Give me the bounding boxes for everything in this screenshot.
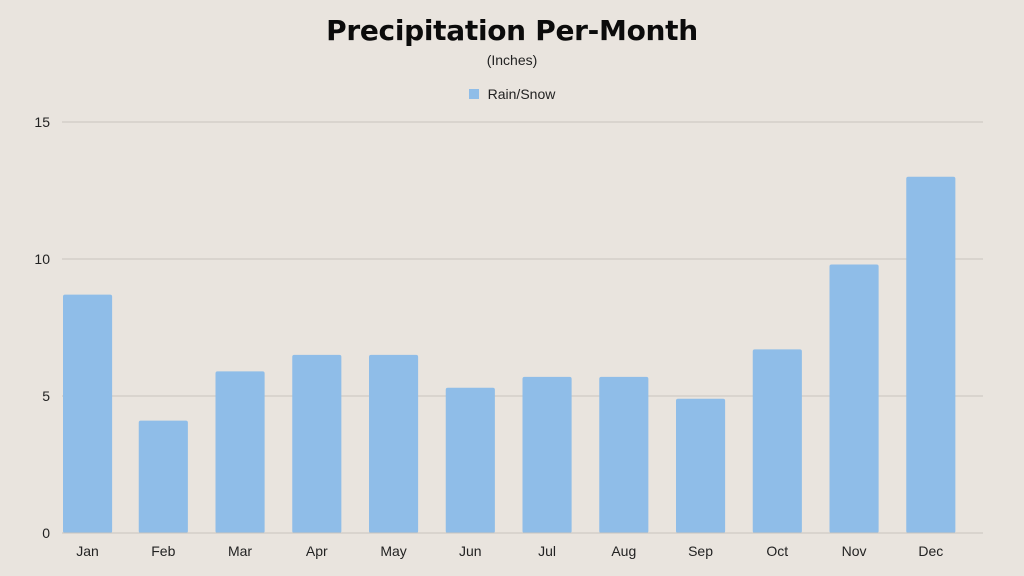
- bar-mar: [215, 371, 265, 533]
- bar-nov: [829, 264, 879, 533]
- y-tick-label: 10: [34, 251, 50, 267]
- x-tick-label: Aug: [611, 543, 636, 559]
- bar-oct: [752, 349, 802, 533]
- x-tick-label: Feb: [151, 543, 175, 559]
- x-tick-label: Jun: [459, 543, 482, 559]
- x-tick-label: Dec: [918, 543, 943, 559]
- x-tick-label: Jul: [538, 543, 556, 559]
- bar-jun: [445, 387, 495, 533]
- x-tick-label: Oct: [766, 543, 788, 559]
- bar-jul: [522, 376, 572, 533]
- bar-sep: [676, 398, 726, 533]
- x-tick-label: Sep: [688, 543, 713, 559]
- bar-aug: [599, 376, 649, 533]
- bar-jan: [63, 294, 113, 533]
- bar-feb: [138, 420, 188, 533]
- x-tick-label: Nov: [842, 543, 867, 559]
- chart-title: Precipitation Per-Month: [326, 14, 698, 47]
- legend-swatch: [468, 89, 479, 99]
- bar-apr: [292, 354, 342, 533]
- bar-dec: [906, 176, 956, 534]
- x-tick-label: Mar: [228, 543, 252, 559]
- y-tick-label: 15: [34, 114, 50, 130]
- legend: Rain/Snow: [0, 86, 1024, 102]
- x-tick-label: Jan: [76, 543, 99, 559]
- legend-label: Rain/Snow: [487, 86, 556, 102]
- x-tick-label: Apr: [306, 543, 328, 559]
- bar-may: [369, 354, 419, 533]
- chart-subtitle: (Inches): [486, 52, 538, 68]
- y-tick-label: 5: [42, 388, 50, 404]
- y-tick-label: 0: [42, 525, 50, 541]
- x-tick-label: May: [380, 543, 406, 559]
